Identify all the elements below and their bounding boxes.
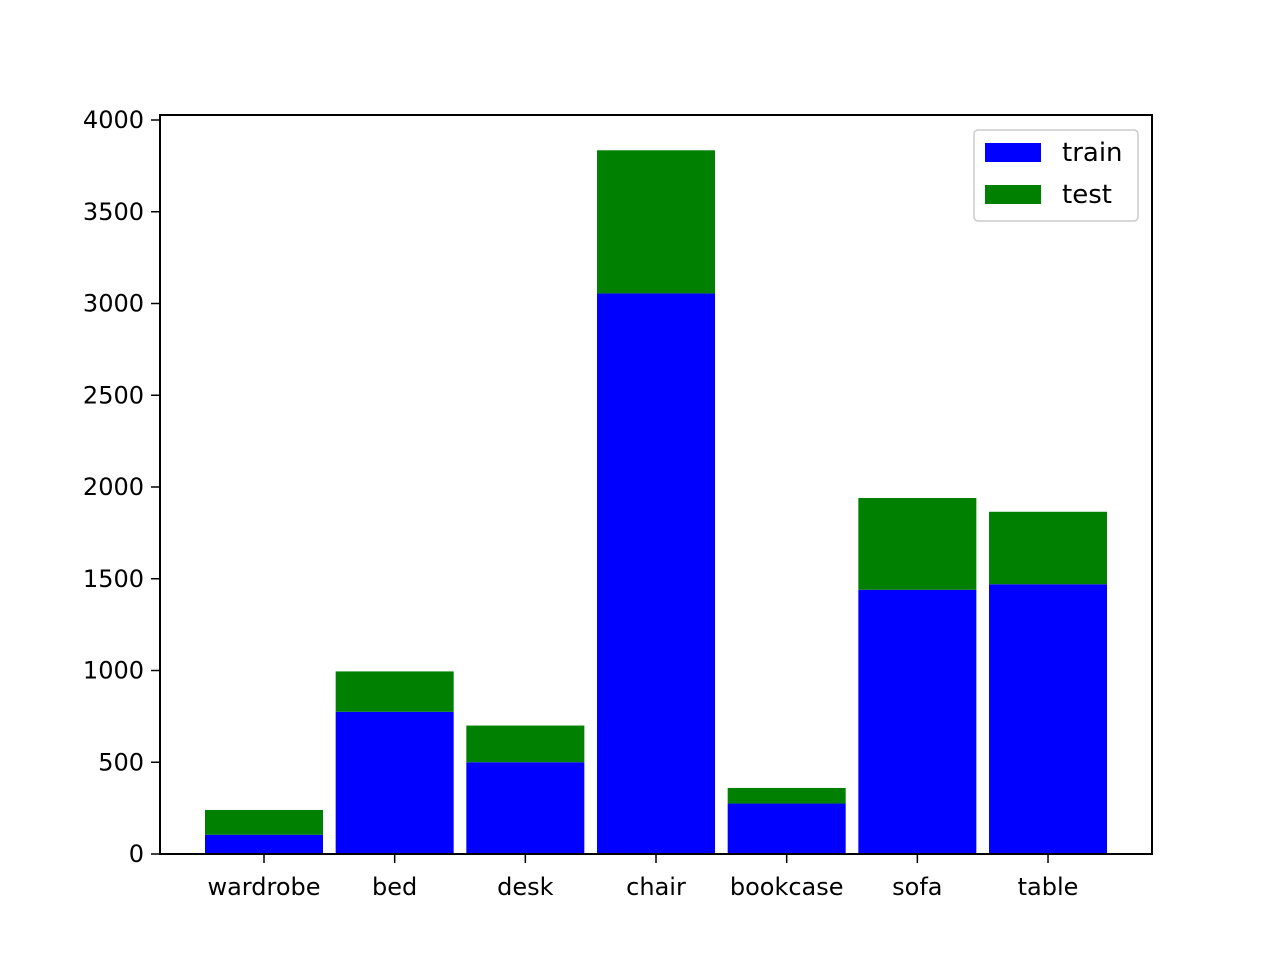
y-tick-label: 3000 (83, 290, 144, 318)
x-tick-label-chair: chair (626, 873, 686, 901)
bar-test-desk (466, 725, 585, 763)
legend: train test (973, 129, 1139, 222)
bar-test-wardrobe (205, 809, 323, 835)
bar-train-chair (597, 293, 716, 854)
y-tick-label: 4000 (83, 106, 144, 134)
x-axis: wardrobe bed desk chair bookcase sofa table (207, 854, 1078, 901)
y-tick-label: 3500 (83, 198, 144, 226)
bar-train-bookcase (727, 803, 846, 854)
bar-test-sofa (858, 498, 977, 590)
y-tick-label: 1000 (83, 657, 144, 685)
bar-train-bed (335, 711, 454, 854)
legend-label-train: train (1062, 138, 1123, 168)
y-axis: 0 500 1000 1500 2000 2500 3000 3500 4000 (83, 106, 160, 868)
x-tick-label-sofa: sofa (892, 873, 942, 901)
y-tick-label: 500 (98, 748, 144, 776)
bar-train-sofa (858, 589, 977, 854)
bar-train-wardrobe (205, 834, 323, 854)
bar-test-table (989, 511, 1108, 585)
bars-layer (205, 150, 1108, 854)
bar-test-chair (597, 150, 716, 294)
bar-test-bed (335, 671, 454, 712)
x-tick-label-wardrobe: wardrobe (207, 873, 320, 901)
bar-test-bookcase (727, 787, 846, 804)
y-tick-label: 2500 (83, 381, 144, 409)
bar-train-desk (466, 762, 585, 854)
y-tick-label: 2000 (83, 473, 144, 501)
x-tick-label-table: table (1018, 873, 1079, 901)
x-tick-label-bookcase: bookcase (730, 873, 844, 901)
legend-swatch-train (985, 143, 1041, 162)
bar-train-table (989, 584, 1108, 854)
y-tick-label: 1500 (83, 565, 144, 593)
x-tick-label-bed: bed (372, 873, 417, 901)
x-tick-label-desk: desk (497, 873, 554, 901)
legend-swatch-test (985, 185, 1041, 204)
y-tick-label: 0 (129, 840, 144, 868)
legend-label-test: test (1062, 180, 1112, 210)
